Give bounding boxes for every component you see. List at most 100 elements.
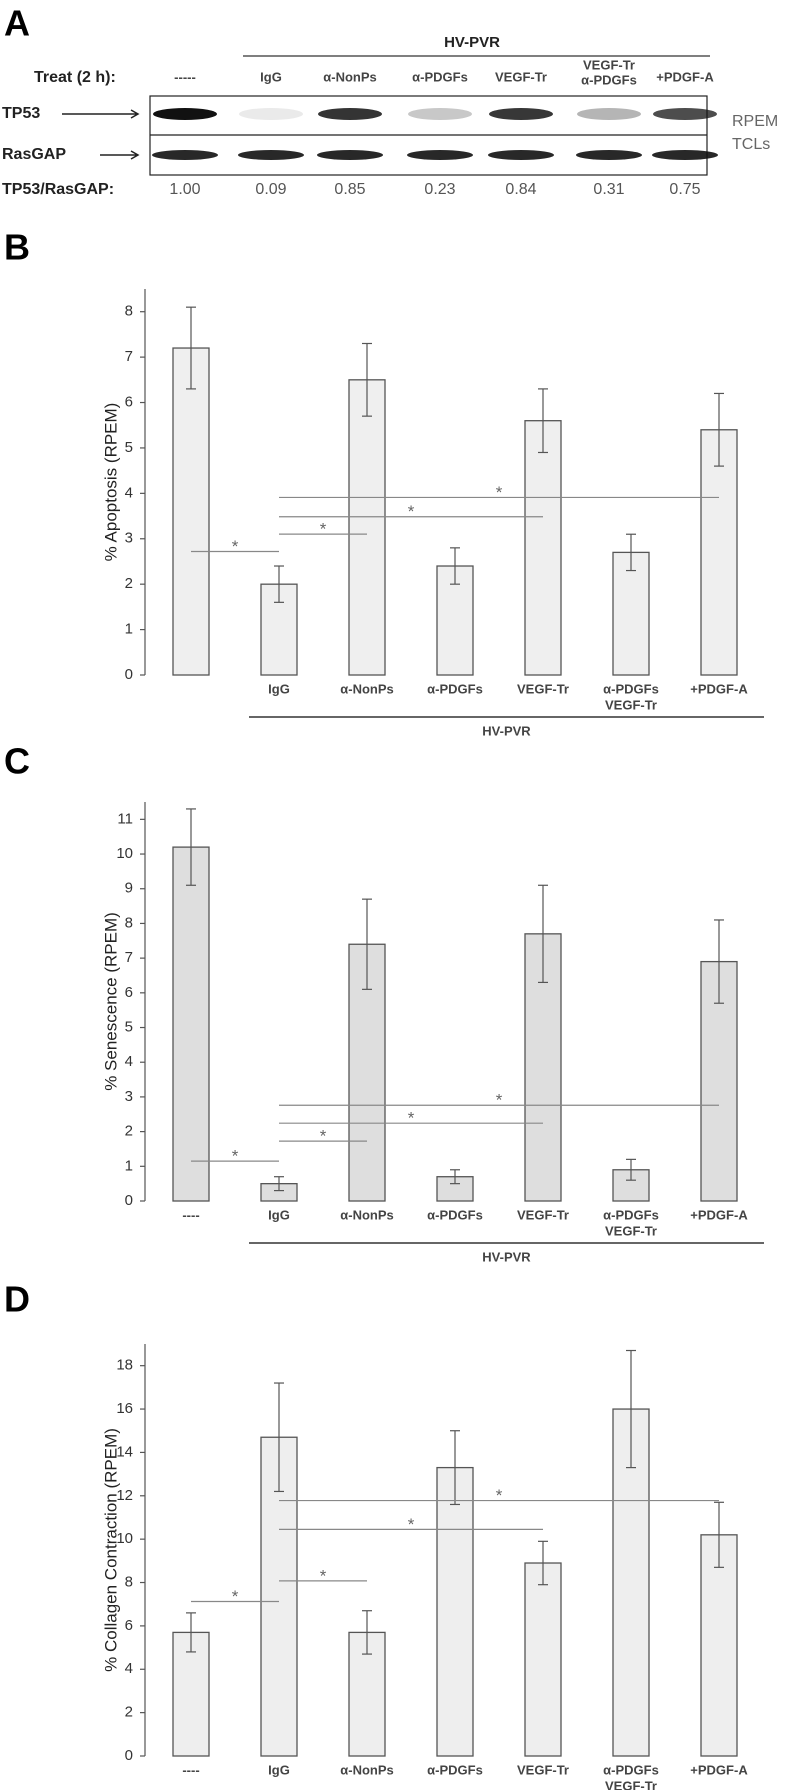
y-tick-label: 5: [125, 1018, 133, 1035]
tp53-band: [489, 108, 553, 120]
y-axis-label: % Collagen Contraction (RPEM): [101, 1428, 120, 1672]
tp53-band: [153, 108, 217, 120]
rasgap-band: [152, 150, 218, 160]
y-tick-label: 4: [125, 1053, 133, 1070]
y-tick-label: 7: [125, 949, 133, 966]
y-axis-label: % Senescence (RPEM): [101, 912, 120, 1091]
x-tick-label: VEGF-Tr: [517, 1207, 569, 1222]
y-tick-label: 10: [116, 845, 133, 862]
y-tick-label: 0: [125, 1747, 133, 1764]
column-label: VEGF-Tr: [583, 57, 635, 72]
side-label: RPEM: [732, 113, 778, 130]
bar: [700, 429, 738, 676]
x-tick-label: α-PDGFs: [427, 681, 483, 696]
ratio-value: 0.75: [669, 181, 700, 198]
ratio-value: 0.85: [334, 181, 365, 198]
significance-star: *: [320, 1566, 327, 1585]
significance-star: *: [496, 1486, 503, 1505]
column-label: VEGF-Tr: [495, 69, 547, 84]
rasgap-band: [317, 150, 383, 160]
panel-letter: A: [4, 3, 30, 44]
y-tick-label: 1: [125, 621, 133, 638]
column-label: IgG: [260, 69, 282, 84]
x-tick-label: VEGF-Tr: [517, 1762, 569, 1777]
x-tick-label: VEGF-Tr: [605, 1223, 657, 1238]
panel-letter: D: [4, 1279, 30, 1320]
x-tick-label: α-PDGFs: [603, 1207, 659, 1222]
tp53-band: [318, 108, 382, 120]
y-tick-label: 8: [125, 914, 133, 931]
group-label: HV-PVR: [482, 1249, 531, 1264]
x-tick-label: +PDGF-A: [690, 681, 748, 696]
bar: [524, 1562, 562, 1757]
significance-star: *: [408, 1109, 415, 1128]
x-tick-label: +PDGF-A: [690, 1762, 748, 1777]
side-label: TCLs: [732, 136, 770, 153]
x-tick-label: IgG: [268, 1207, 290, 1222]
y-tick-label: 2: [125, 1704, 133, 1721]
panel-letter: C: [4, 741, 30, 782]
group-label: HV-PVR: [482, 723, 531, 738]
y-tick-label: 6: [125, 393, 133, 410]
x-tick-label: IgG: [268, 1762, 290, 1777]
x-tick-label: α-NonPs: [340, 1762, 394, 1777]
significance-star: *: [496, 1091, 503, 1110]
y-tick-label: 0: [125, 666, 133, 683]
y-tick-label: 7: [125, 348, 133, 365]
x-tick-label: VEGF-Tr: [605, 1778, 657, 1790]
tp53-band: [577, 108, 641, 120]
x-tick-label: α-NonPs: [340, 681, 394, 696]
bar: [172, 347, 210, 676]
column-label: α-NonPs: [323, 69, 377, 84]
x-tick-label: VEGF-Tr: [605, 697, 657, 712]
ratio-value: 0.84: [505, 181, 536, 198]
significance-star: *: [320, 1127, 327, 1146]
rasgap-band: [488, 150, 554, 160]
bar: [524, 420, 562, 676]
x-tick-label: α-PDGFs: [427, 1762, 483, 1777]
rasgap-band: [576, 150, 642, 160]
y-tick-label: 11: [117, 810, 133, 827]
x-tick-label: α-PDGFs: [603, 681, 659, 696]
y-tick-label: 14: [116, 1443, 133, 1460]
tp53-band: [653, 108, 717, 120]
x-tick-label: ----: [182, 1207, 199, 1222]
x-tick-label: IgG: [268, 681, 290, 696]
y-tick-label: 6: [125, 1617, 133, 1634]
y-tick-label: 1: [125, 1157, 133, 1174]
bar: [612, 551, 650, 676]
significance-star: *: [232, 1587, 239, 1606]
group-label: HV-PVR: [444, 34, 500, 51]
significance-star: *: [232, 1147, 239, 1166]
panel-letter: B: [4, 227, 30, 268]
rasgap-band: [238, 150, 304, 160]
ratio-label: TP53/RasGAP:: [2, 181, 114, 198]
y-tick-label: 8: [125, 303, 133, 320]
column-label: α-PDGFs: [412, 69, 468, 84]
tp53-band: [239, 108, 303, 120]
column-label: -----: [174, 69, 196, 84]
y-tick-label: 16: [116, 1400, 133, 1417]
y-tick-label: 18: [116, 1357, 133, 1374]
rasgap-band: [407, 150, 473, 160]
y-tick-label: 4: [125, 1660, 133, 1677]
y-axis-label: % Apoptosis (RPEM): [101, 403, 120, 562]
y-tick-label: 9: [125, 880, 133, 897]
x-tick-label: ----: [182, 1762, 199, 1777]
significance-star: *: [232, 537, 239, 556]
y-tick-label: 6: [125, 984, 133, 1001]
x-tick-label: +PDGF-A: [690, 1207, 748, 1222]
row-label: TP53: [2, 105, 40, 122]
treat-label: Treat (2 h):: [34, 69, 116, 86]
x-tick-label: α-NonPs: [340, 1207, 394, 1222]
significance-star: *: [496, 483, 503, 502]
y-tick-label: 8: [125, 1573, 133, 1590]
column-label: α-PDGFs: [581, 72, 637, 87]
x-tick-label: VEGF-Tr: [517, 681, 569, 696]
bar: [172, 1631, 210, 1757]
bar: [348, 379, 386, 676]
ratio-value: 0.09: [255, 181, 286, 198]
row-arrow: [100, 150, 140, 160]
bar: [172, 846, 210, 1202]
